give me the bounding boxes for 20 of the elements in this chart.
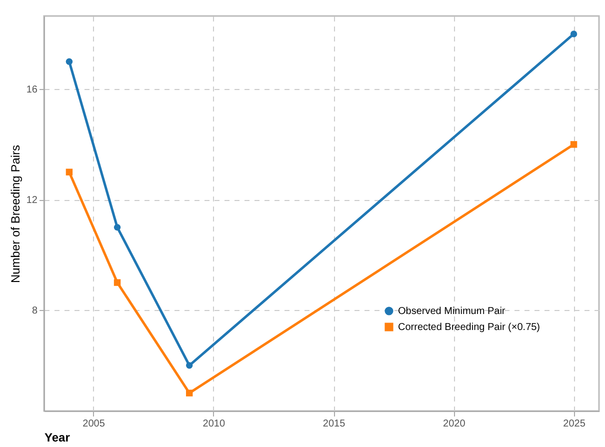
point xyxy=(570,141,578,148)
point xyxy=(186,362,193,369)
x-tick-label: 2010 xyxy=(202,418,226,430)
point xyxy=(66,58,73,65)
y-axis-title: Number of Breeding Pairs xyxy=(8,144,22,284)
point xyxy=(570,30,578,38)
y-tick-label: 8 xyxy=(32,306,38,317)
x-axis-title: Year xyxy=(44,430,70,444)
point xyxy=(114,279,121,286)
y-tick-label: 16 xyxy=(26,84,38,96)
y-tick-label: 12 xyxy=(26,195,38,206)
point xyxy=(66,168,73,176)
legend-label: Corrected Breeding Pair (×0.75) xyxy=(398,322,540,333)
x-tick-label: 2005 xyxy=(82,418,106,430)
x-tick-label: 2020 xyxy=(443,418,466,430)
point xyxy=(186,390,193,396)
legend-label: Observed Minimum Pair xyxy=(398,306,506,317)
x-tick-label: 2015 xyxy=(322,418,346,430)
x-tick-label: 2025 xyxy=(563,418,586,430)
point xyxy=(114,224,121,231)
